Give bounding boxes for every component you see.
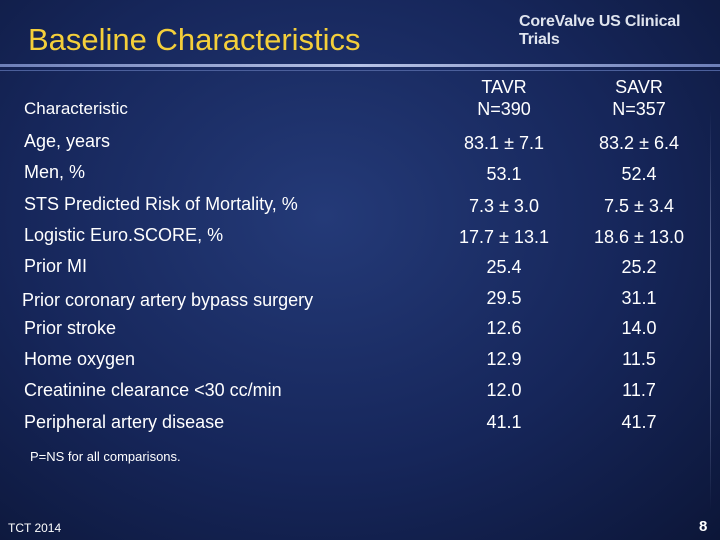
row-savr-value: 18.6 ± 13.0 xyxy=(594,227,684,247)
row-tavr-value: 29.5 xyxy=(486,288,522,308)
footer-conference: TCT 2014 xyxy=(8,521,62,535)
row-tavr-value: 17.7 ± 13.1 xyxy=(459,227,549,247)
row-label: Prior coronary artery bypass surgery xyxy=(22,290,314,310)
title-divider xyxy=(0,64,720,67)
slide-title: Baseline Characteristics xyxy=(28,22,361,57)
header-savr-label: SAVR xyxy=(615,77,663,97)
row-tavr-value: 53.1 xyxy=(486,164,522,184)
row-label: STS Predicted Risk of Mortality, % xyxy=(24,194,298,214)
header-tavr-label: TAVR xyxy=(481,77,527,97)
brand-logo-text: CoreValve US Clinical Trials xyxy=(519,13,681,48)
row-tavr-value: 12.9 xyxy=(486,349,522,369)
header-characteristic: Characteristic xyxy=(24,99,128,118)
footnote: P=NS for all comparisons. xyxy=(30,449,181,464)
header-tavr: TAVR N=390 xyxy=(434,76,574,120)
row-savr-value: 11.5 xyxy=(622,349,656,369)
row-label: Peripheral artery disease xyxy=(24,412,225,432)
row-savr-value: 83.2 ± 6.4 xyxy=(599,133,679,153)
row-label: Prior stroke xyxy=(24,318,117,338)
row-savr-value: 31.1 xyxy=(621,288,657,308)
row-tavr-value: 12.0 xyxy=(486,380,522,400)
row-label: Logistic Euro.SCORE, % xyxy=(24,225,224,245)
row-savr-value: 41.7 xyxy=(621,412,657,432)
row-tavr-value: 7.3 ± 3.0 xyxy=(469,196,539,216)
title-divider-thin xyxy=(0,70,720,71)
side-decoration xyxy=(710,110,711,510)
row-tavr-value: 41.1 xyxy=(486,412,522,432)
row-label: Creatinine clearance <30 cc/min xyxy=(24,380,282,400)
row-tavr-value: 83.1 ± 7.1 xyxy=(464,133,544,153)
row-savr-value: 11.7 xyxy=(622,380,656,400)
row-savr-value: 52.4 xyxy=(621,164,657,184)
header-savr-n: N=357 xyxy=(612,99,666,119)
row-savr-value: 7.5 ± 3.4 xyxy=(604,196,674,216)
row-label: Age, years xyxy=(24,131,111,151)
row-tavr-value: 12.6 xyxy=(486,318,522,338)
row-label: Home oxygen xyxy=(24,349,136,369)
header-savr: SAVR N=357 xyxy=(569,76,709,120)
row-savr-value: 14.0 xyxy=(621,318,657,338)
page-number: 8 xyxy=(699,518,708,535)
header-tavr-n: N=390 xyxy=(477,99,531,119)
row-label: Men, % xyxy=(24,162,86,182)
row-savr-value: 25.2 xyxy=(621,257,657,277)
row-tavr-value: 25.4 xyxy=(486,257,522,277)
row-label: Prior MI xyxy=(24,256,87,276)
